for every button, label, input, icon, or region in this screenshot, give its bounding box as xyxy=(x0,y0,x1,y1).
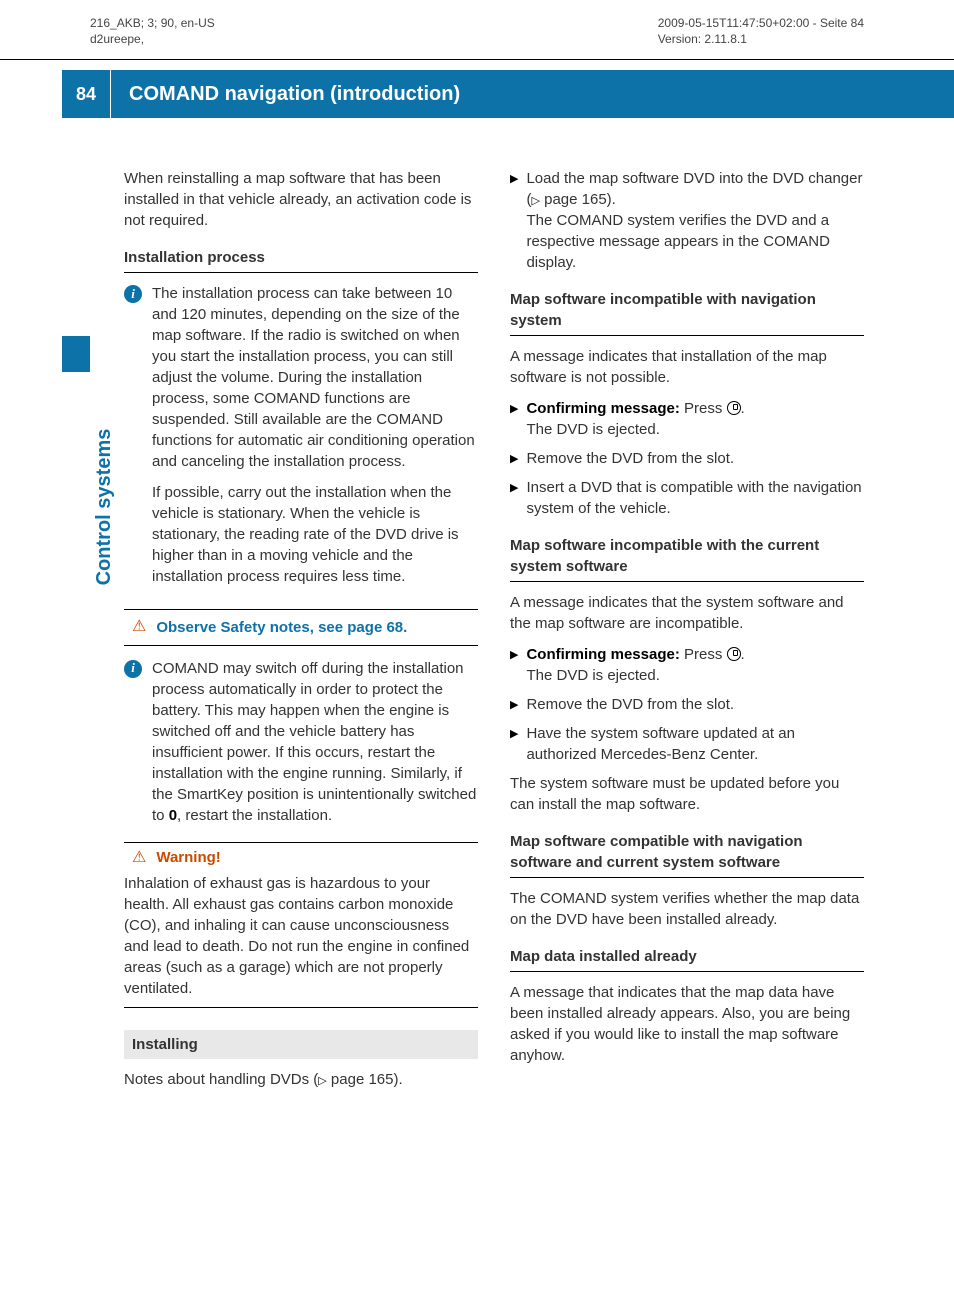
step-update-center: ▶ Have the system software updated at an… xyxy=(510,723,864,765)
step1-c: The COMAND system verifies the DVD and a… xyxy=(526,210,864,273)
notes-dvd-b: page 165). xyxy=(327,1071,403,1088)
step-insert-compat: ▶ Insert a DVD that is compatible with t… xyxy=(510,477,864,519)
step-remove-1: ▶ Remove the DVD from the slot. xyxy=(510,448,864,469)
sys-update-note: The system software must be updated befo… xyxy=(510,773,864,815)
heading-compat: Map software compatible with navigation … xyxy=(510,831,864,878)
warning-block: ⚠ Warning! Inhalation of exhaust gas is … xyxy=(124,842,478,1008)
remove-slot-2: Remove the DVD from the slot. xyxy=(526,694,864,715)
triangle-open-icon: ▷ xyxy=(318,1075,326,1087)
ejected-text: The DVD is ejected. xyxy=(526,419,864,440)
intro-text: When reinstalling a map software that ha… xyxy=(124,168,478,231)
meta-right-1: 2009-05-15T11:47:50+02:00 - Seite 84 xyxy=(658,16,864,32)
meta-left: 216_AKB; 3; 90, en-US d2ureepe, xyxy=(90,16,215,47)
column-right: ▶ Load the map software DVD into the DVD… xyxy=(510,168,864,1100)
info-icon: i xyxy=(124,285,142,303)
step-load-dvd: ▶ Load the map software DVD into the DVD… xyxy=(510,168,864,273)
page-title: COMAND navigation (introduction) xyxy=(111,70,954,118)
info-text-1: The installation process can take betwee… xyxy=(152,283,478,597)
compat-text: The COMAND system verifies whether the m… xyxy=(510,888,864,930)
step-confirm-1: ▶ Confirming message: Press . The DVD is… xyxy=(510,398,864,440)
triangle-icon: ▶ xyxy=(510,698,518,715)
dial-icon xyxy=(727,401,741,415)
safety-note: ⚠ Observe Safety notes, see page 68. xyxy=(124,609,478,645)
insert-compat: Insert a DVD that is compatible with the… xyxy=(526,477,864,519)
triangle-icon: ▶ xyxy=(510,727,518,765)
meta-left-1: 216_AKB; 3; 90, en-US xyxy=(90,16,215,32)
info1-b: If possible, carry out the installation … xyxy=(152,482,478,587)
step1-b: page 165). xyxy=(540,191,616,208)
notes-dvd-a: Notes about handling DVDs ( xyxy=(124,1071,318,1088)
info-icon: i xyxy=(124,660,142,678)
heading-installation-process: Installation process xyxy=(124,247,478,273)
incompat-sys-text: A message indicates that the system soft… xyxy=(510,592,864,634)
notes-dvd: Notes about handling DVDs (▷ page 165). xyxy=(124,1069,478,1090)
confirm-label-2: Confirming message: xyxy=(526,646,679,663)
warning-body: Inhalation of exhaust gas is hazardous t… xyxy=(124,873,478,1008)
info-block-1: i The installation process can take betw… xyxy=(124,283,478,597)
info2-a: COMAND may switch off during the install… xyxy=(152,660,476,824)
incompat-nav-text: A message indicates that installation of… xyxy=(510,346,864,388)
page-meta: 216_AKB; 3; 90, en-US d2ureepe, 2009-05-… xyxy=(0,0,954,55)
triangle-icon: ▶ xyxy=(510,402,518,440)
warning-title: Warning! xyxy=(156,847,220,868)
dial-icon xyxy=(727,647,741,661)
ejected-text-2: The DVD is ejected. xyxy=(526,665,864,686)
warning-triangle-icon: ⚠ xyxy=(132,616,146,638)
page-number: 84 xyxy=(62,70,110,118)
tab-marker xyxy=(62,336,90,372)
update-center: Have the system software updated at an a… xyxy=(526,723,864,765)
safety-text: Observe Safety notes, see page 68. xyxy=(156,617,407,638)
meta-right-2: Version: 2.11.8.1 xyxy=(658,32,864,48)
heading-incompat-nav: Map software incompatible with navigatio… xyxy=(510,289,864,336)
step-remove-2: ▶ Remove the DVD from the slot. xyxy=(510,694,864,715)
rule-top xyxy=(0,59,954,60)
triangle-icon: ▶ xyxy=(510,648,518,686)
step-confirm-2: ▶ Confirming message: Press . The DVD is… xyxy=(510,644,864,686)
triangle-open-icon: ▷ xyxy=(531,195,539,207)
heading-installing: Installing xyxy=(124,1030,478,1059)
already-text: A message that indicates that the map da… xyxy=(510,982,864,1066)
press-text-2: Press xyxy=(680,646,727,663)
info1-a: The installation process can take betwee… xyxy=(152,285,475,470)
press-text: Press xyxy=(680,400,727,417)
info-block-2: i COMAND may switch off during the insta… xyxy=(124,658,478,826)
confirm-label: Confirming message: xyxy=(526,400,679,417)
side-tab: Control systems xyxy=(62,168,112,1100)
heading-incompat-sys: Map software incompatible with the curre… xyxy=(510,535,864,582)
meta-left-2: d2ureepe, xyxy=(90,32,215,48)
column-left: When reinstalling a map software that ha… xyxy=(124,168,478,1100)
heading-already: Map data installed already xyxy=(510,946,864,972)
triangle-icon: ▶ xyxy=(510,172,518,273)
remove-slot-1: Remove the DVD from the slot. xyxy=(526,448,864,469)
side-tab-label: Control systems xyxy=(90,427,118,587)
info2-bold: 0 xyxy=(169,807,177,824)
triangle-icon: ▶ xyxy=(510,452,518,469)
info2-b: , restart the installation. xyxy=(177,807,332,824)
info-text-2: COMAND may switch off during the install… xyxy=(152,658,478,826)
warning-triangle-icon: ⚠ xyxy=(132,847,146,869)
meta-right: 2009-05-15T11:47:50+02:00 - Seite 84 Ver… xyxy=(658,16,864,47)
triangle-icon: ▶ xyxy=(510,481,518,519)
header-bar: 84 COMAND navigation (introduction) xyxy=(0,70,954,118)
